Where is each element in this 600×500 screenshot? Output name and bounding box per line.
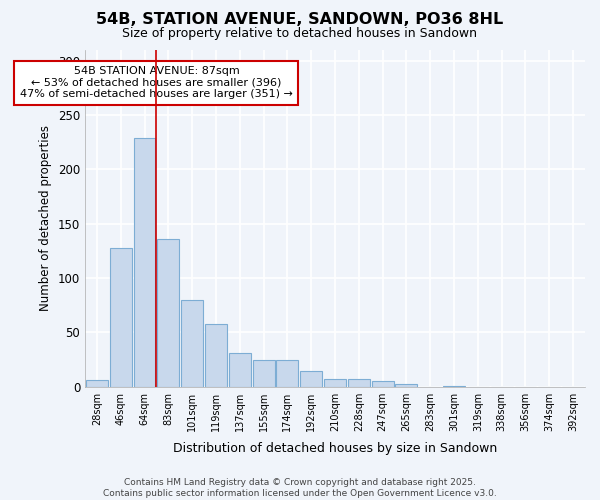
- Bar: [205, 324, 227, 386]
- Text: Size of property relative to detached houses in Sandown: Size of property relative to detached ho…: [122, 28, 478, 40]
- X-axis label: Distribution of detached houses by size in Sandown: Distribution of detached houses by size …: [173, 442, 497, 455]
- Bar: [181, 300, 203, 386]
- Bar: [277, 360, 298, 386]
- Bar: [229, 353, 251, 386]
- Bar: [371, 381, 394, 386]
- Text: 54B, STATION AVENUE, SANDOWN, PO36 8HL: 54B, STATION AVENUE, SANDOWN, PO36 8HL: [97, 12, 503, 28]
- Bar: [300, 372, 322, 386]
- Text: 54B STATION AVENUE: 87sqm
← 53% of detached houses are smaller (396)
47% of semi: 54B STATION AVENUE: 87sqm ← 53% of detac…: [20, 66, 293, 100]
- Bar: [253, 360, 275, 386]
- Bar: [110, 248, 131, 386]
- Bar: [348, 379, 370, 386]
- Bar: [86, 380, 108, 386]
- Text: Contains HM Land Registry data © Crown copyright and database right 2025.
Contai: Contains HM Land Registry data © Crown c…: [103, 478, 497, 498]
- Bar: [134, 138, 155, 386]
- Bar: [395, 384, 418, 386]
- Y-axis label: Number of detached properties: Number of detached properties: [40, 126, 52, 312]
- Bar: [157, 239, 179, 386]
- Bar: [324, 379, 346, 386]
